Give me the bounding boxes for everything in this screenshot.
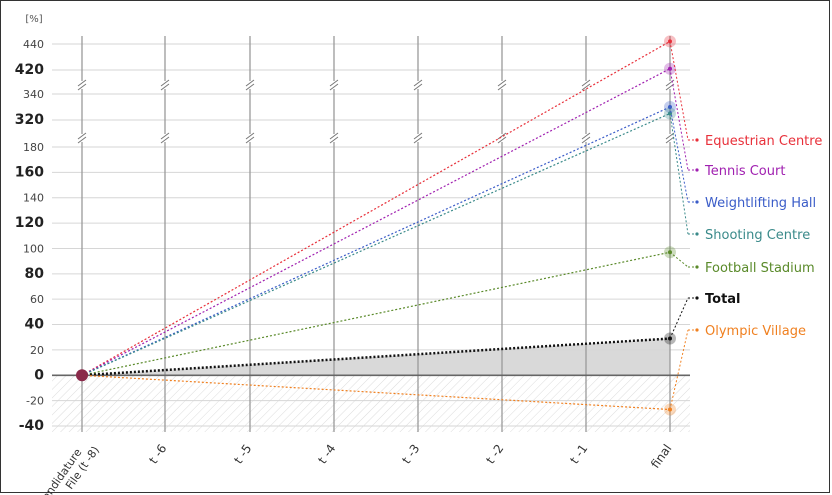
negative-area-hatch xyxy=(52,375,690,432)
y-axis-unit-label: [%] xyxy=(25,14,42,25)
y-tick-label: 100 xyxy=(23,242,44,255)
legend-label: Weightlifting Hall xyxy=(705,196,816,211)
y-tick-label: 40 xyxy=(25,317,45,333)
legend-bullet xyxy=(695,296,699,300)
x-tick-label: CandidatureFile (t -8) xyxy=(35,436,102,495)
axis-break-mark xyxy=(245,79,255,91)
axis-break-mark xyxy=(160,79,170,91)
axis-break-gap xyxy=(413,81,423,89)
axis-break-gap xyxy=(413,134,423,142)
legend-bullet xyxy=(695,138,699,142)
axis-break-gap xyxy=(160,81,170,89)
axis-break-gap xyxy=(160,134,170,142)
total-area-fill xyxy=(82,338,670,376)
legend-bullet xyxy=(695,265,699,269)
axis-break-gap xyxy=(245,81,255,89)
legend-bullet xyxy=(695,200,699,204)
x-tick-label: t -6 xyxy=(146,442,169,467)
axis-break-mark xyxy=(77,132,87,144)
series-line xyxy=(81,40,671,376)
axis-break-mark xyxy=(581,79,591,91)
legend-label: Total xyxy=(705,292,741,307)
y-tick-label: -20 xyxy=(26,395,44,408)
y-tick-label: 120 xyxy=(15,215,44,231)
axis-break-mark xyxy=(329,79,339,91)
y-tick-label: 140 xyxy=(23,192,44,205)
axis-break-gap xyxy=(665,134,675,142)
legend-leader xyxy=(669,68,689,171)
x-tick-label: t -3 xyxy=(399,442,422,467)
axis-break-gap xyxy=(329,134,339,142)
axis-break-gap xyxy=(77,134,87,142)
axis-break-gap xyxy=(497,81,507,89)
legend-leader xyxy=(669,297,689,339)
axis-break-mark xyxy=(497,79,507,91)
axis-break-gap xyxy=(329,81,339,89)
axis-break-gap xyxy=(77,81,87,89)
x-tick-label: t -4 xyxy=(315,442,338,467)
legend-label: Football Stadium xyxy=(705,261,815,276)
y-tick-label: 160 xyxy=(15,164,44,180)
legend-leader xyxy=(669,106,689,203)
series-line xyxy=(81,251,671,376)
legend-leader xyxy=(669,41,689,141)
axis-break-mark xyxy=(245,132,255,144)
y-tick-label: -40 xyxy=(19,418,45,434)
x-tick-label: final xyxy=(648,442,674,471)
axis-break-gap xyxy=(497,134,507,142)
y-tick-label: 420 xyxy=(15,62,44,78)
y-tick-label: 180 xyxy=(23,141,44,154)
legend-bullet xyxy=(695,168,699,172)
y-tick-label: 60 xyxy=(30,293,44,306)
legend-leader xyxy=(669,113,689,235)
origin-point xyxy=(76,369,88,382)
x-tick-label: t -2 xyxy=(483,442,506,467)
y-tick-label: 320 xyxy=(15,112,44,128)
axis-break-mark xyxy=(413,79,423,91)
legend-label: Equestrian Centre xyxy=(705,134,822,149)
axis-break-gap xyxy=(245,134,255,142)
y-tick-label: 80 xyxy=(25,266,45,282)
series-line xyxy=(81,68,671,376)
legend-label: Olympic Village xyxy=(705,324,806,339)
axis-break-gap xyxy=(581,81,591,89)
axis-break-gap xyxy=(581,134,591,142)
axis-break-mark xyxy=(413,132,423,144)
axis-break-mark xyxy=(77,79,87,91)
y-tick-label: 440 xyxy=(23,38,44,51)
y-tick-label: 0 xyxy=(34,367,44,383)
axis-break-gap xyxy=(665,81,675,89)
x-tick-label: t -5 xyxy=(231,442,254,467)
series-line xyxy=(81,112,671,376)
legend-label: Shooting Centre xyxy=(705,228,810,243)
axis-break-mark xyxy=(581,132,591,144)
axis-break-mark xyxy=(329,132,339,144)
legend-leader xyxy=(669,329,689,410)
legend-bullet xyxy=(695,328,699,332)
y-tick-label: 20 xyxy=(30,344,44,357)
axis-break-mark xyxy=(160,132,170,144)
x-tick-label: t -1 xyxy=(567,442,590,467)
y-tick-label: 340 xyxy=(23,88,44,101)
legend-bullet xyxy=(695,232,699,236)
legend-label: Tennis Court xyxy=(704,164,785,179)
